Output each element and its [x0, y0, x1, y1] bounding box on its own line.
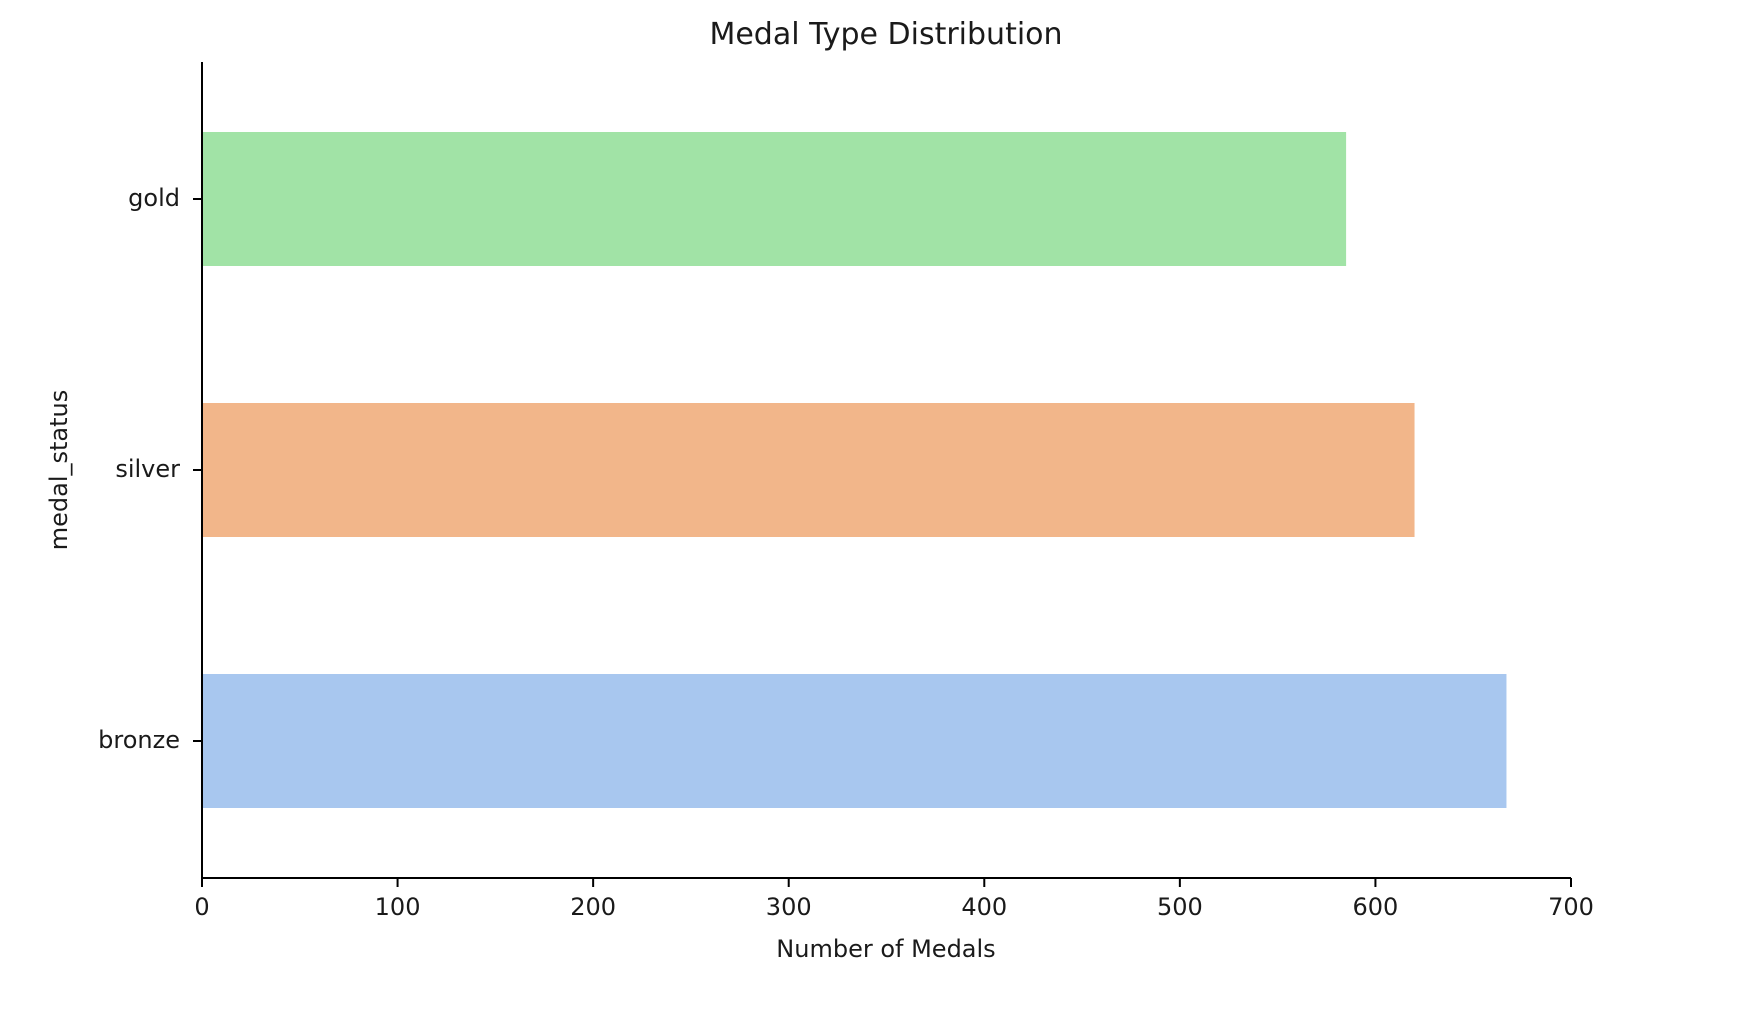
- x-axis-label: Number of Medals: [776, 935, 995, 963]
- x-axis-ticks: 0 100 200 300 400 500 600 700: [194, 878, 1594, 921]
- x-tick-label: 400: [961, 893, 1007, 921]
- y-tick-label: silver: [115, 455, 180, 483]
- x-tick-label: 600: [1353, 893, 1399, 921]
- x-tick-label: 0: [194, 893, 209, 921]
- bars-layer: [202, 132, 1507, 808]
- x-tick-label: 200: [570, 893, 616, 921]
- y-tick-label: gold: [128, 184, 180, 212]
- chart-title: Medal Type Distribution: [709, 17, 1062, 52]
- x-tick-label: 300: [766, 893, 812, 921]
- x-tick-label: 100: [375, 893, 421, 921]
- bar-silver: [202, 403, 1415, 537]
- y-tick-label: bronze: [98, 726, 180, 754]
- bar-gold: [202, 132, 1347, 266]
- y-axis-ticks: gold silver bronze: [98, 184, 202, 754]
- x-tick-label: 700: [1548, 893, 1594, 921]
- y-axis-label: medal_status: [45, 390, 73, 551]
- x-tick-label: 500: [1157, 893, 1203, 921]
- bar-bronze: [202, 674, 1507, 808]
